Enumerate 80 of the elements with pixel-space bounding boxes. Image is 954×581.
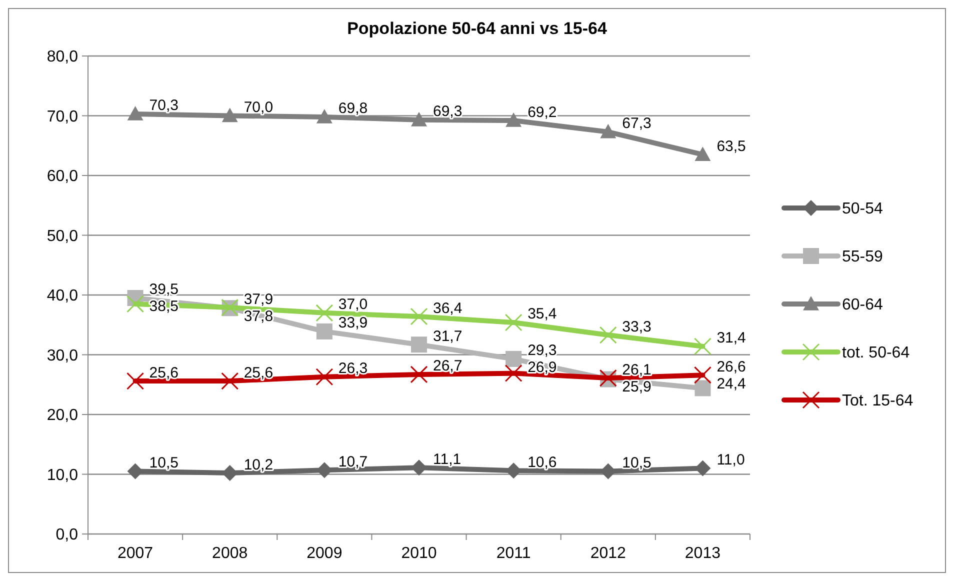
point — [316, 323, 332, 340]
x-tick-label: 2013 — [684, 545, 721, 562]
data-label: 26,3 — [338, 360, 368, 378]
point — [411, 336, 427, 353]
y-tick-label: 0,0 — [56, 526, 78, 544]
data-label: 69,3 — [433, 103, 462, 120]
data-label: 31,4 — [716, 330, 746, 347]
chart-title: Popolazione 50-64 anni vs 15-64 — [347, 19, 608, 38]
point — [126, 295, 144, 313]
data-label: 39,5 — [149, 281, 178, 298]
data-label: 10,2 — [244, 456, 274, 474]
data-label: 10,5 — [149, 454, 178, 472]
y-tick-label: 50,0 — [46, 228, 78, 245]
point — [411, 112, 427, 126]
point — [694, 380, 711, 396]
x-tick-label: 2010 — [401, 545, 437, 562]
data-label: 36,4 — [433, 300, 462, 317]
y-tick-label: 10,0 — [46, 466, 78, 484]
point — [694, 338, 712, 356]
x-tick-label: 2012 — [590, 545, 626, 562]
data-label: 67,3 — [622, 115, 652, 132]
y-tick-label: 20,0 — [46, 407, 78, 424]
point — [506, 112, 522, 127]
point — [411, 460, 427, 476]
legend-label: 50-54 — [842, 200, 884, 218]
point — [316, 304, 334, 322]
data-label: 10,7 — [338, 453, 368, 470]
data-label: 24,4 — [716, 375, 746, 392]
data-label: 37,8 — [244, 308, 274, 325]
data-label: 26,7 — [433, 358, 462, 375]
point — [504, 364, 522, 382]
data-label: 26,1 — [622, 361, 652, 378]
data-label: 25,9 — [622, 378, 652, 396]
x-tick-label: 2008 — [212, 545, 248, 562]
point — [221, 372, 239, 390]
data-label: 63,5 — [716, 138, 746, 155]
x-tick-label: 2011 — [496, 545, 531, 562]
data-label: 70,3 — [149, 97, 178, 114]
point — [506, 350, 522, 367]
y-tick-label: 40,0 — [46, 288, 78, 305]
data-label: 69,8 — [338, 100, 368, 118]
data-label: 33,9 — [338, 314, 368, 332]
point — [316, 368, 334, 386]
point — [316, 108, 332, 124]
data-label: 70,0 — [244, 99, 274, 116]
data-label: 11,0 — [716, 452, 745, 469]
point — [127, 106, 144, 120]
legend-label: Tot. 15-64 — [842, 392, 914, 410]
x-tick-label: 2007 — [117, 545, 154, 562]
y-tick-label: 70,0 — [46, 108, 78, 126]
point — [410, 366, 428, 384]
data-label: 37,9 — [244, 290, 274, 308]
point — [694, 366, 712, 384]
x-tick-label: 2009 — [306, 545, 342, 562]
y-tick-label: 80,0 — [46, 48, 78, 66]
data-label: 10,5 — [622, 454, 652, 472]
point — [600, 124, 616, 138]
legend-label: 60-64 — [842, 296, 884, 314]
point — [222, 108, 238, 122]
point — [599, 326, 617, 344]
y-tick-label: 60,0 — [46, 168, 78, 186]
data-label: 33,3 — [622, 318, 652, 336]
point — [126, 372, 144, 390]
point — [504, 314, 522, 332]
data-label: 26,6 — [716, 358, 746, 376]
data-label: 69,2 — [528, 104, 557, 121]
data-label: 25,6 — [149, 364, 178, 382]
data-label: 26,9 — [528, 359, 557, 376]
legend-label: 55-59 — [842, 248, 884, 266]
legend-label: tot. 50-64 — [842, 344, 910, 362]
data-label: 10,6 — [528, 454, 557, 471]
point — [410, 308, 428, 326]
point — [694, 146, 711, 161]
data-label: 35,4 — [528, 306, 557, 323]
data-label: 31,7 — [433, 328, 462, 345]
data-label: 11,1 — [433, 450, 462, 468]
data-label: 37,0 — [338, 296, 368, 314]
data-label: 29,3 — [528, 342, 557, 360]
data-label: 25,6 — [244, 364, 274, 382]
y-tick-label: 30,0 — [46, 347, 78, 364]
